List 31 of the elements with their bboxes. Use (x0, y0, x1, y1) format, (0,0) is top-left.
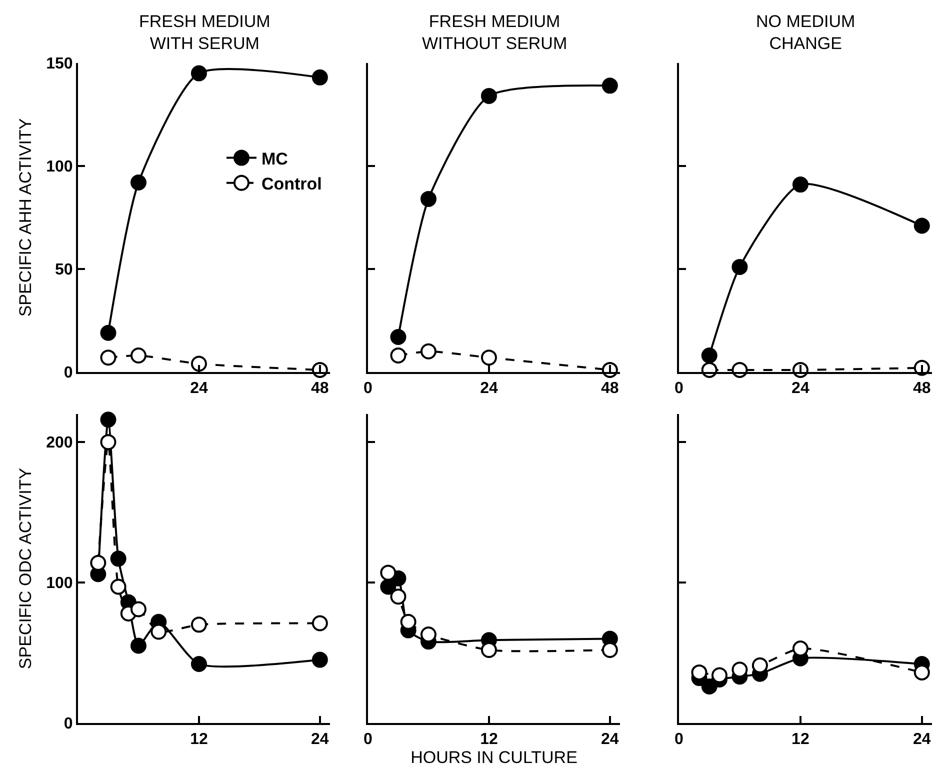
y-tick-label: 100 (46, 575, 73, 592)
x-tick-label: 48 (601, 380, 619, 398)
x-tick-label: 12 (792, 731, 810, 748)
chart-title: NO MEDIUM CHANGE (756, 12, 856, 54)
y-axis-title: SPECIFIC ODC ACTIVITY (16, 468, 36, 670)
y-tick-label: 100 (46, 158, 73, 176)
y-tick-label: 50 (55, 262, 73, 279)
x-tick-label: 24 (601, 731, 619, 748)
y-tick-label: 150 (46, 56, 73, 73)
x-tick-label: 48 (912, 380, 931, 398)
x-axis-title: HOURS IN CULTURE (410, 748, 578, 768)
x-tick-label: 0 (674, 731, 684, 748)
x-tick-label: 0 (364, 380, 373, 398)
legend-label: MC (261, 149, 288, 168)
y-tick-label: 0 (64, 716, 73, 733)
x-tick-label: 24 (311, 731, 329, 748)
x-tick-label: 24 (792, 380, 810, 398)
x-tick-label: 24 (190, 380, 208, 398)
legend-label: Control (261, 174, 322, 194)
x-tick-label: 0 (364, 731, 373, 748)
x-tick-label: 12 (190, 731, 208, 748)
x-tick-label: 48 (311, 380, 329, 398)
y-tick-label: 0 (64, 364, 73, 382)
y-tick-label: 200 (46, 434, 73, 452)
chart-title: FRESH MEDIUM WITHOUT SERUM (422, 12, 568, 54)
x-tick-label: 0 (674, 380, 684, 398)
chart-title: FRESH MEDIUM WITH SERUM (139, 12, 270, 54)
x-tick-label: 12 (480, 731, 498, 748)
x-tick-label: 24 (912, 731, 931, 748)
y-axis-title: SPECIFIC AHH ACTIVITY (16, 118, 36, 317)
x-tick-label: 24 (480, 380, 498, 398)
